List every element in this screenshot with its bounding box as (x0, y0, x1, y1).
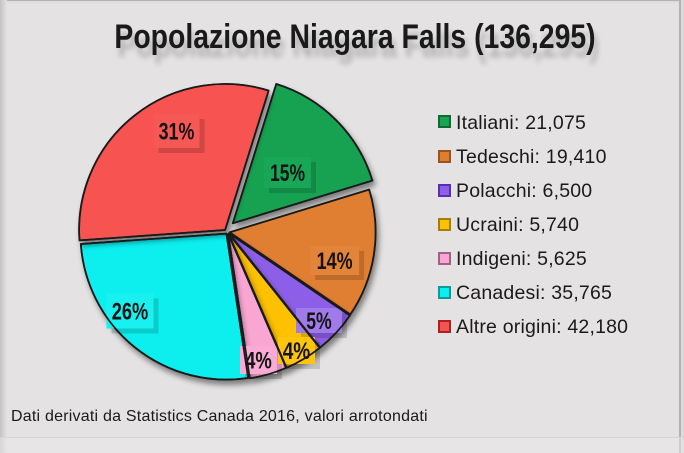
svg-text:26%: 26% (112, 299, 149, 326)
svg-text:15%: 15% (270, 160, 305, 187)
svg-text:4%: 4% (283, 338, 311, 365)
svg-text:5%: 5% (306, 308, 332, 335)
svg-text:14%: 14% (317, 248, 353, 275)
svg-text:4%: 4% (245, 348, 272, 375)
svg-text:31%: 31% (159, 119, 195, 146)
